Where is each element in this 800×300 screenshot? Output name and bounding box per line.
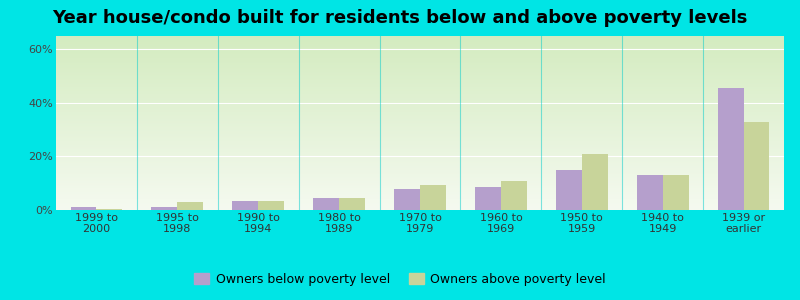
Bar: [97, 209, 122, 210]
Bar: [339, 198, 365, 210]
Bar: [662, 175, 689, 210]
Bar: [151, 207, 178, 210]
Bar: [314, 198, 339, 210]
Bar: [501, 181, 526, 210]
Legend: Owners below poverty level, Owners above poverty level: Owners below poverty level, Owners above…: [190, 268, 610, 291]
Bar: [178, 202, 203, 210]
Bar: [556, 170, 582, 210]
Bar: [70, 207, 97, 210]
Bar: [394, 189, 420, 210]
Bar: [475, 187, 501, 210]
Bar: [743, 122, 770, 210]
Bar: [582, 154, 608, 210]
Bar: [420, 184, 446, 210]
Bar: [232, 201, 258, 210]
Bar: [637, 175, 662, 210]
Bar: [718, 88, 743, 210]
Text: Year house/condo built for residents below and above poverty levels: Year house/condo built for residents bel…: [52, 9, 748, 27]
Bar: [258, 201, 284, 210]
